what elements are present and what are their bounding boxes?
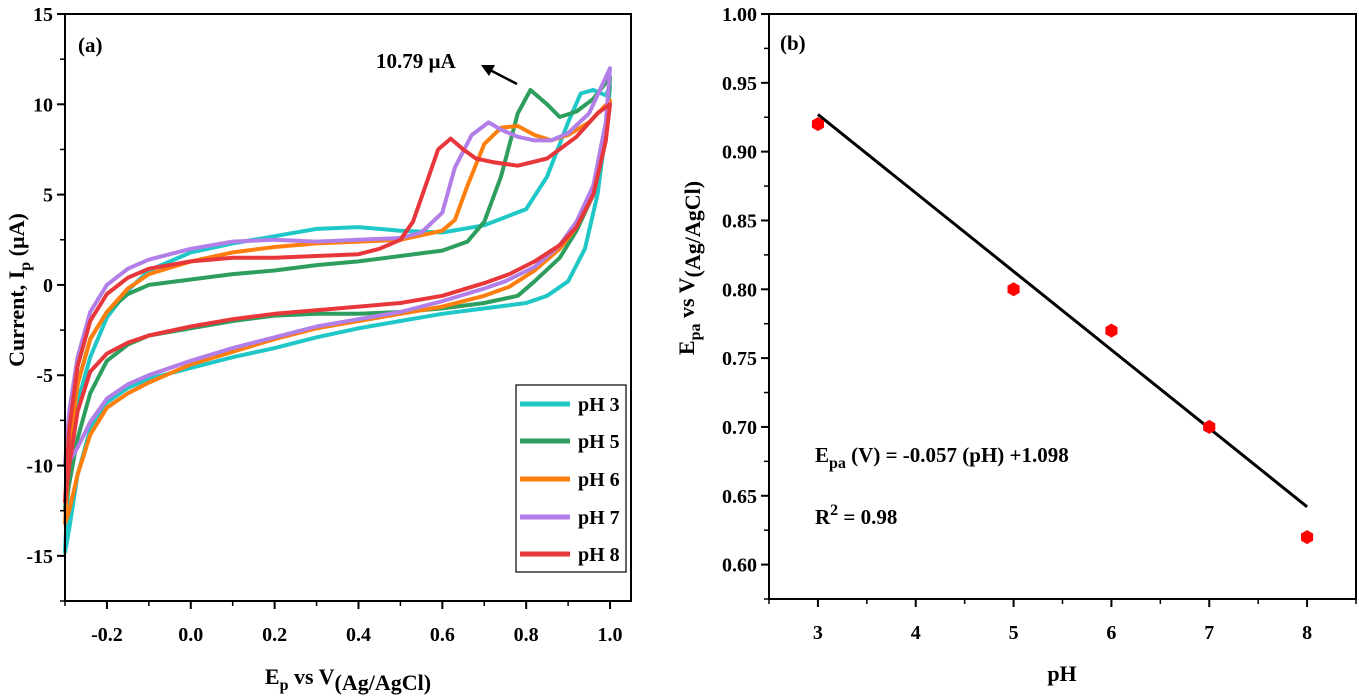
x-tick-label: 7 [1204,622,1214,644]
x-tick-label: 4 [911,622,921,644]
y-tick-label: -5 [36,365,53,387]
legend-item-ph6: pH 6 [520,469,620,491]
data-point [1105,323,1118,338]
y-tick-label: 0.65 [722,486,757,508]
legend-a: pH 3 pH 5 pH 6 pH 7 pH 8 [515,384,627,573]
y-tick-label: 0.90 [722,142,757,164]
data-point [811,117,824,132]
axis-ticks-a: -0.2 0.0 0.2 0.4 0.6 0.8 1.0 -15 -10 -5 0 5 10 15 [26,4,622,646]
legend-label: pH 3 [578,394,620,416]
x-tick-label: 0.0 [178,624,203,646]
panel-label-a: (a) [78,33,103,57]
data-points [811,117,1314,545]
y-tick-label: 0.70 [722,417,757,439]
y-axis-label-b: Epa vs V(Ag/AgCl) [674,181,705,355]
data-point [1301,530,1314,545]
x-tick-label: 0.2 [262,624,287,646]
x-tick-label: 8 [1302,622,1312,644]
x-tick-label: 5 [1009,622,1019,644]
cv-curves [63,66,612,555]
y-axis-label-a: Current, Ip (µA) [4,213,34,367]
cv-curve-ph7 [63,66,612,468]
x-tick-label: 3 [813,622,823,644]
y-tick-label: 5 [43,185,53,207]
x-tick-label: 0.6 [430,624,455,646]
y-tick-label: 0.80 [722,279,757,301]
legend-item-ph7: pH 7 [520,507,620,529]
y-tick-label: 0 [43,275,53,297]
y-tick-label: 1.00 [722,4,757,26]
y-tick-label: -10 [26,456,53,478]
data-point [1007,282,1020,297]
y-tick-label: 0.85 [722,210,757,232]
y-tick-label: 0.60 [722,555,757,577]
x-tick-label: 0.8 [514,624,539,646]
legend-label: pH 8 [578,544,620,566]
annotation-text: 10.79 µA [376,49,457,73]
legend-item-ph3: pH 3 [520,394,620,416]
y-tick-label: 0.75 [722,348,757,370]
axis-ticks-b: 3 4 5 6 7 8 0.60 0.65 0.70 0.75 0.80 0.85 0.90 0.95 1.… [722,4,1357,644]
x-tick-label: -0.2 [91,624,123,646]
x-tick-label: 6 [1106,622,1116,644]
legend-item-ph8: pH 8 [520,544,620,566]
annotation-arrow-line [489,68,518,86]
legend-label: pH 5 [578,431,620,453]
legend-item-ph5: pH 5 [520,431,620,453]
cv-curve-ph8 [63,102,612,504]
legend-label: pH 6 [578,469,620,491]
panel-label-b: (b) [780,31,806,55]
peak-annotation: 10.79 µA [376,49,518,86]
legend-label: pH 7 [578,507,620,529]
regression-line [816,113,1309,508]
panel-a: -0.2 0.0 0.2 0.4 0.6 0.8 1.0 -15 -10 -5 0 5 10 15 (a)… [4,4,632,695]
panel-b: 3 4 5 6 7 8 0.60 0.65 0.70 0.75 0.80 0.85 0.90 0.95 1.… [674,4,1357,686]
annotation-arrowhead [481,65,495,76]
x-tick-label: 0.4 [346,624,371,646]
fit-equation: Epa (V) = -0.057 (pH) +1.098 [815,443,1069,472]
fit-line [816,113,1309,508]
x-axis-label-a: Ep vs V(Ag/AgCl) [265,664,431,695]
data-point [1203,419,1216,434]
plot-frame-a [64,13,632,602]
y-tick-label: 10 [33,94,53,116]
y-tick-label: 15 [33,4,53,26]
y-tick-label: -15 [26,546,53,568]
x-tick-label: 1.0 [598,624,623,646]
x-axis-label-b: pH [1047,661,1076,686]
y-tick-label: 0.95 [722,73,757,95]
r-squared: R2 = 0.98 [815,502,897,529]
